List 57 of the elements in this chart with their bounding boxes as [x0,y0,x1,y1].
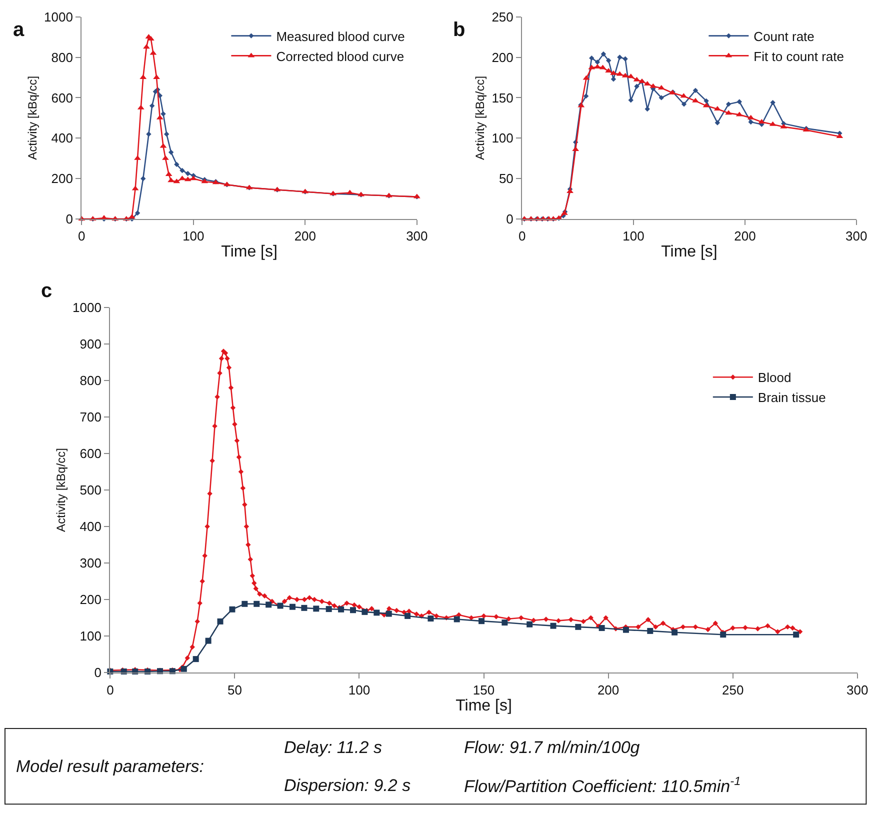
y-axis-title: Activity [kBq/cc] [473,76,488,160]
y-tick-label: 1000 [44,9,73,24]
y-tick-label: 250 [492,9,514,24]
chart-title: a [13,19,25,41]
legend-label: Fit to count rate [754,48,844,64]
y-tick-label: 200 [51,171,73,186]
chart-title: c [41,280,52,302]
y-tick-label: 900 [80,336,102,352]
legend-label: Measured blood curve [276,28,405,44]
x-tick-label: 150 [472,682,495,698]
x-tick-label: 100 [348,682,370,698]
y-tick-label: 0 [506,212,514,227]
text: Flow: 91.7 ml/min/100g [464,738,640,757]
x-tick-label: 100 [622,228,644,244]
y-tick-label: 0 [66,212,73,227]
text: Flow/Partition Coefficient: 110.5min$^{-1}$ [464,774,741,796]
x-tick-label: 0 [518,228,526,244]
y-tick-label: 100 [492,130,514,146]
y-tick-label: 400 [80,519,102,534]
y-tick-label: 0 [94,665,102,680]
y-tick-label: 400 [51,130,73,146]
y-tick-label: 500 [80,482,102,498]
y-tick-label: 600 [51,90,73,106]
x-axis-title: Time [s] [221,243,278,260]
y-tick-label: 800 [80,372,102,388]
y-tick-label: 300 [80,556,102,571]
legend-label: Blood [758,370,792,386]
x-tick-label: 200 [597,682,620,698]
x-axis-title: Time [s] [456,697,512,714]
y-tick-label: 1000 [72,300,102,315]
y-tick-label: 50 [498,171,514,186]
x-tick-label: 50 [227,682,242,698]
y-tick-label: 100 [80,628,102,644]
y-axis-title: Activity [kBq/cc] [25,76,40,160]
x-tick-label: 200 [294,228,316,244]
x-tick-label: 300 [846,682,868,698]
x-axis-title: Time [s] [661,243,718,260]
x-tick-label: 200 [734,228,756,244]
legend-label: Count rate [754,28,814,44]
y-tick-label: 150 [492,90,514,106]
y-tick-label: 200 [492,50,514,65]
text: Dispersion: 9.2 s [284,776,412,795]
y-tick-label: 800 [51,50,73,65]
text: Model result parameters: [16,757,204,776]
y-axis-title: Activity [kBq/cc] [54,448,68,532]
y-tick-label: 600 [80,446,102,462]
x-tick-label: 300 [846,228,868,244]
text: Delay: 11.2 s [284,738,382,757]
y-tick-label: 700 [80,409,102,424]
legend-label: Brain tissue [758,390,826,406]
x-tick-label: 0 [106,682,114,698]
y-tick-label: 200 [80,592,102,608]
chart-title: b [453,19,466,41]
x-tick-label: 300 [406,228,428,244]
x-tick-label: 250 [722,682,744,698]
legend-label: Corrected blood curve [276,48,404,64]
x-tick-label: 100 [182,228,204,244]
